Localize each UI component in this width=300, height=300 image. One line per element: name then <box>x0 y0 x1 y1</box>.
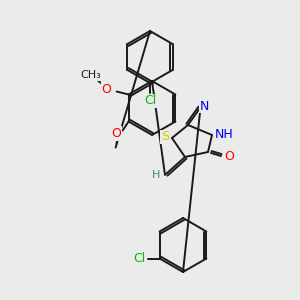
Text: Cl: Cl <box>144 94 156 107</box>
Text: N: N <box>199 100 209 112</box>
Text: O: O <box>224 149 234 163</box>
Text: Cl: Cl <box>134 252 146 265</box>
Text: H: H <box>152 170 160 180</box>
Text: O: O <box>112 127 122 140</box>
Text: S: S <box>161 130 169 143</box>
Text: NH: NH <box>214 128 233 140</box>
Text: O: O <box>102 83 112 96</box>
Text: CH₃: CH₃ <box>80 70 101 80</box>
